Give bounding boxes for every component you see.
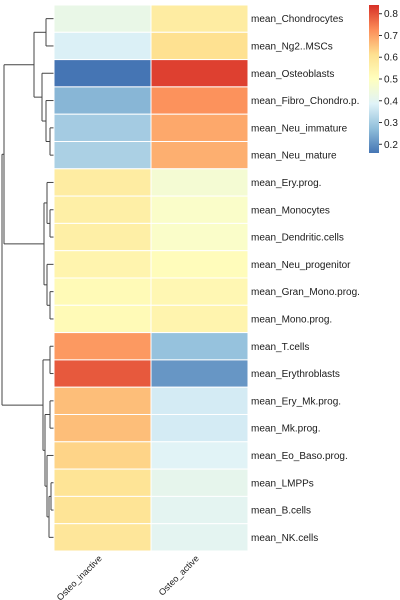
heatmap-cell [150, 250, 249, 279]
row-label: mean_Ng2..MSCs [251, 41, 333, 52]
heatmap-cell [150, 523, 249, 552]
heatmap-cell [53, 386, 152, 416]
row-label: mean_Mk.prog. [251, 424, 320, 435]
heatmap-cell [53, 250, 152, 279]
colorbar-tick-label: 0.5 [384, 75, 398, 86]
heatmap-cells [53, 4, 249, 552]
heatmap-cell [150, 168, 249, 197]
heatmap-cell [150, 414, 249, 443]
row-label: mean_Mono.prog. [251, 314, 332, 325]
colorbar-gradient [369, 5, 379, 153]
heatmap-cell [53, 332, 152, 361]
colorbar-tick-label: 0.2 [384, 140, 398, 151]
colorbar-tick-label: 0.7 [384, 31, 398, 42]
heatmap-cell [53, 304, 152, 334]
heatmap-cell [53, 195, 152, 224]
heatmap-cell [53, 414, 152, 443]
row-label: mean_B.cells [251, 506, 311, 517]
row-label: mean_Erythroblasts [251, 369, 340, 380]
heatmap-cell [150, 4, 249, 33]
heatmap-cell [53, 168, 152, 197]
row-labels: mean_Chondrocytes mean_Ng2..MSCs mean_Oste… [251, 14, 360, 544]
heatmap-cell [150, 468, 249, 497]
heatmap-cell [53, 31, 152, 61]
heatmap-cell [53, 86, 152, 115]
heatmap-cell [53, 59, 152, 88]
row-label: mean_Ery.prog. [251, 178, 321, 189]
heatmap-cell [53, 495, 152, 525]
column-label: Osteo_inactive [55, 553, 104, 600]
colorbar: 0.2 0.3 0.4 0.5 0.6 0.7 0.8 [369, 5, 398, 153]
row-label: mean_Neu_immature [251, 123, 348, 134]
row-label: mean_Eo_Baso.prog. [251, 451, 348, 462]
row-label: mean_LMPPs [251, 478, 314, 489]
heatmap-cell [150, 113, 249, 142]
heatmap-cell [150, 304, 249, 334]
heatmap-cell [150, 495, 249, 525]
heatmap-cell [150, 59, 249, 88]
heatmap-cell [150, 195, 249, 224]
row-dendrogram [1, 18, 54, 538]
row-label: mean_Ery_Mk.prog. [251, 396, 341, 407]
heatmap-cell [150, 359, 249, 388]
row-label: mean_Dendritic.cells [251, 233, 344, 244]
heatmap-cell [53, 113, 152, 142]
heatmap-cell [53, 468, 152, 497]
heatmap-cell [150, 86, 249, 115]
colorbar-tick-label: 0.8 [384, 9, 398, 20]
heatmap-cell [53, 441, 152, 470]
heatmap-cell [150, 31, 249, 61]
heatmap-cell [53, 222, 152, 252]
row-label: mean_Chondrocytes [251, 14, 343, 25]
row-label: mean_T.cells [251, 342, 309, 353]
heatmap-cell [150, 386, 249, 416]
colorbar-tick-label: 0.3 [384, 118, 398, 129]
row-label: mean_Fibro_Chondro.p. [251, 96, 359, 107]
heatmap-cell [150, 332, 249, 361]
row-label: mean_Gran_Mono.prog. [251, 287, 360, 298]
colorbar-tick-label: 0.6 [384, 53, 398, 64]
heatmap-cell [150, 222, 249, 252]
heatmap-cell [53, 523, 152, 552]
heatmap-cell [53, 277, 152, 306]
row-label: mean_Neu_mature [251, 151, 337, 162]
heatmap-cell [150, 141, 249, 170]
row-label: mean_NK.cells [251, 533, 318, 544]
heatmap-cell [53, 4, 152, 33]
column-label: Osteo_active [157, 553, 201, 597]
heatmap-cell [53, 359, 152, 388]
colorbar-tick-label: 0.4 [384, 96, 398, 107]
heatmap-cell [53, 141, 152, 170]
column-labels: Osteo_inactive Osteo_active [55, 553, 201, 600]
heatmap-cell [150, 277, 249, 306]
row-label: mean_Monocytes [251, 205, 330, 216]
heatmap-cell [150, 441, 249, 470]
row-label: mean_Osteoblasts [251, 69, 334, 80]
row-label: mean_Neu_progenitor [251, 260, 351, 271]
